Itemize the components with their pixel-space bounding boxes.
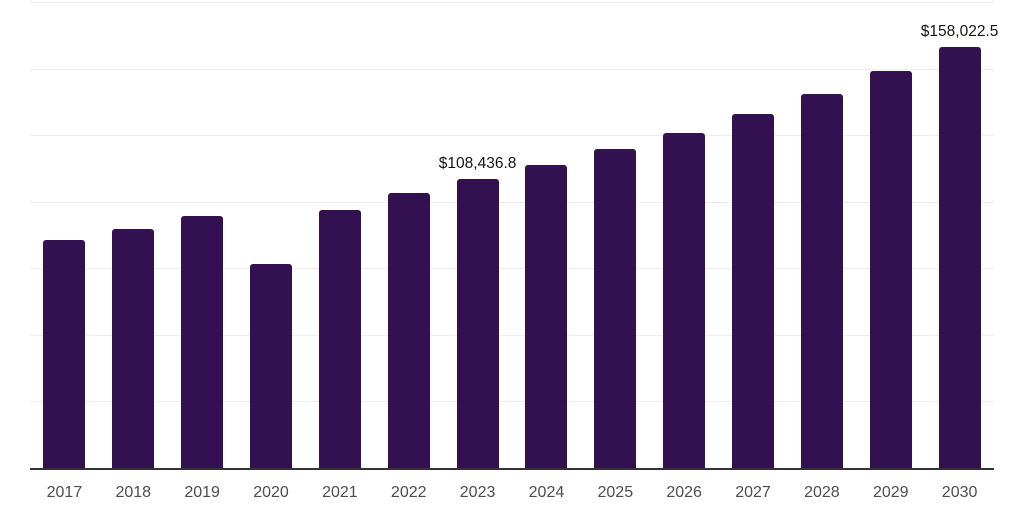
bar-2025[interactable]: [594, 149, 637, 468]
band-2026: [650, 2, 719, 468]
x-tick-2020: 2020: [253, 484, 289, 501]
x-axis-line: [30, 468, 994, 470]
bar-2026[interactable]: [663, 133, 706, 468]
x-tick-2019: 2019: [184, 484, 220, 501]
x-tick-2028: 2028: [804, 484, 840, 501]
band-2017: [30, 2, 99, 468]
plot-area: $108,436.8 $158,022.5: [30, 2, 998, 470]
bar-2020[interactable]: [250, 263, 292, 468]
band-2020: [237, 2, 306, 468]
x-tick-2022: 2022: [390, 484, 427, 501]
gridline: [30, 68, 994, 70]
band-2029: [856, 2, 925, 468]
x-tick-2025: 2025: [597, 484, 634, 501]
band-2030: $158,022.5: [921, 2, 998, 468]
bar-2019[interactable]: [181, 216, 224, 468]
bars-row: $108,436.8 $158,022.5: [30, 2, 998, 468]
value-label-2023: $108,436.8: [438, 154, 517, 172]
x-tick-2024: 2024: [528, 484, 565, 501]
gridline: [30, 334, 994, 336]
band-2024: [512, 2, 581, 468]
value-label-2030: $158,022.5: [920, 22, 999, 40]
bar-2022[interactable]: [387, 192, 430, 468]
x-axis-labels: 2017 2018 2019 2020 2021 2022 2023 2024 2025 2026…: [30, 483, 994, 502]
band-2028: [787, 2, 856, 468]
bar-2018[interactable]: [112, 228, 155, 468]
x-tick-2021: 2021: [322, 484, 358, 501]
band-2023: $108,436.8: [439, 2, 516, 468]
bar-2030[interactable]: [938, 47, 981, 468]
bar-2017[interactable]: [43, 240, 86, 468]
band-2021: [305, 2, 374, 468]
gridline: [30, 201, 994, 203]
x-tick-2017: 2017: [46, 484, 83, 501]
gridline: [30, 268, 994, 270]
band-2019: [168, 2, 237, 468]
bar-2028[interactable]: [800, 94, 843, 468]
gridline: [30, 401, 994, 403]
bar-2027[interactable]: [732, 114, 775, 468]
x-tick-2029: 2029: [872, 484, 909, 501]
x-tick-2023: 2023: [459, 484, 496, 501]
band-2025: [581, 2, 650, 468]
band-2027: [719, 2, 788, 468]
x-tick-2027: 2027: [735, 484, 771, 501]
band-2018: [99, 2, 168, 468]
gridline: [30, 135, 994, 137]
bar-2023[interactable]: [456, 179, 499, 468]
bar-2029[interactable]: [869, 70, 912, 468]
gridline: [30, 2, 994, 3]
x-tick-2026: 2026: [666, 484, 702, 501]
band-2022: [374, 2, 443, 468]
x-tick-2018: 2018: [115, 484, 152, 501]
x-tick-2030: 2030: [941, 484, 978, 501]
bar-2021[interactable]: [318, 209, 361, 468]
bar-2024[interactable]: [525, 164, 568, 468]
